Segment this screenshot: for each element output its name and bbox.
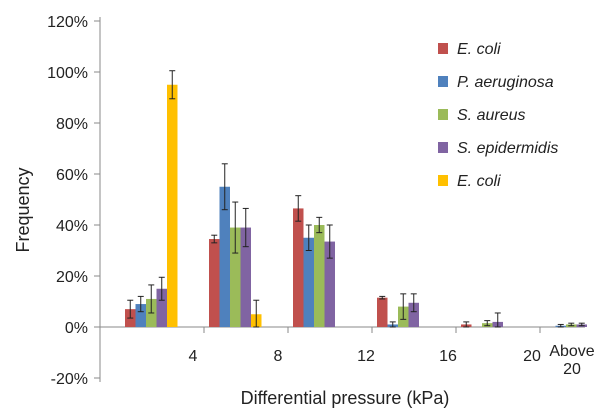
x-tick-label: 8 [274,348,283,365]
bar [230,227,241,327]
x-tick-label: Above 20 [549,343,594,378]
x-tick-label: 20 [523,348,541,365]
bar [209,239,220,327]
plot-area: -20% 0% 20% 40% 60% 80% 100% 120% 4 8 12 16 20 Above 2… [47,14,595,388]
bar [240,227,251,327]
legend-swatch [438,76,448,87]
y-tick-label: -20% [51,371,88,388]
y-tick-label: 40% [56,218,88,235]
legend-label: E. coli [457,41,501,58]
legend-swatch [438,43,448,54]
x-tick-label: 16 [439,348,457,365]
y-tick-label: 0% [65,320,88,337]
y-tick-label: 60% [56,167,88,184]
y-tick-label: 20% [56,269,88,286]
legend-label: P. aeruginosa [457,74,554,91]
x-axis-title: Differential pressure (kPa) [241,388,450,408]
legend-swatch [438,109,448,120]
bar [408,302,419,327]
bar [314,225,325,327]
x-tick-label: 4 [189,348,198,365]
y-tick-label: 120% [47,14,88,31]
legend-label: E. coli [457,173,501,190]
bar [219,186,230,327]
y-tick-label: 80% [56,116,88,133]
legend-label: S. epidermidis [457,140,558,157]
bar [135,304,146,327]
y-tick-label: 100% [47,65,88,82]
bar [293,208,304,327]
bar [156,288,167,327]
legend-swatch [438,175,448,186]
bar [167,84,178,327]
x-tick-label: 12 [357,348,375,365]
bar [324,241,335,327]
legend-label: S. aureus [457,107,525,124]
bar [303,237,314,327]
y-axis-title: Frequency [13,167,33,252]
legend-swatch [438,142,448,153]
bar [377,297,388,327]
